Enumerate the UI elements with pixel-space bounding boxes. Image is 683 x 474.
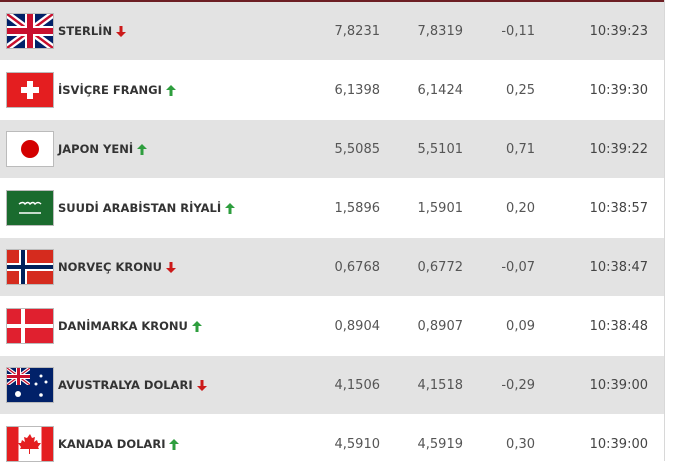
trend-arrow [169,438,180,450]
currency-row[interactable]: AVUSTRALYA DOLARI 4,1506 4,1518 -0,29 10:39… [0,356,664,415]
buy: 7,8231 [334,23,381,39]
currency-name: AVUSTRALYA DOLARI [58,378,193,392]
arrow-shape [165,84,176,96]
currency-row[interactable]: JAPON YENİ 5,5085 5,5101 0,71 10:39:22 [0,120,664,179]
side-border [664,0,665,461]
time: 10:39:22 [589,141,648,157]
flag [6,249,54,285]
arrow-shape [165,261,176,273]
sell: 0,8907 [417,318,464,334]
currency-name: KANADA DOLARI [58,437,166,451]
change: 0,25 [506,82,535,98]
time: 10:39:00 [589,436,648,452]
time: 10:39:00 [589,377,648,393]
currency-name: STERLİN [58,24,113,38]
currency-row[interactable]: SUUDİ ARABİSTAN RİYALİ 1,5896 1,5901 0,20 1… [0,179,664,238]
currency-table: STERLİN 7,8231 7,8319 -0,11 10:39:23 İSVİÇR… [0,2,664,474]
arrow-shape [116,25,127,37]
time: 10:39:30 [589,82,648,98]
arrow-shape [191,320,202,332]
arrow-shape [169,438,180,450]
trend-arrow [165,84,176,96]
currency-name: İSVİÇRE FRANGI [58,83,162,97]
change: -0,29 [501,377,535,393]
buy: 1,5896 [334,200,381,216]
sell: 0,6772 [417,259,464,275]
currency-name: NORVEÇ KRONU [58,260,162,274]
trend-arrow [165,261,176,273]
time: 10:38:57 [589,200,648,216]
change: -0,07 [501,259,535,275]
time: 10:39:23 [589,23,648,39]
sell: 4,5919 [417,436,464,452]
currency-name: DANİMARKA KRONU [58,319,188,333]
flag [6,190,54,226]
change: 0,09 [506,318,535,334]
arrow-shape [225,202,236,214]
change: 0,30 [506,436,535,452]
trend-arrow [116,25,127,37]
currency-row[interactable]: STERLİN 7,8231 7,8319 -0,11 10:39:23 [0,2,664,61]
trend-arrow [196,379,207,391]
currency-name: JAPON YENİ [58,142,134,156]
buy: 0,8904 [334,318,381,334]
flag [6,367,54,403]
buy: 5,5085 [334,141,381,157]
flag [6,131,54,167]
flag [6,426,54,462]
trend-arrow [137,143,148,155]
page: STERLİN 7,8231 7,8319 -0,11 10:39:23 İSVİÇR… [0,0,665,462]
buy: 0,6768 [334,259,381,275]
arrow-shape [196,379,207,391]
buy: 6,1398 [334,82,381,98]
time: 10:38:47 [589,259,648,275]
currency-row[interactable]: NORVEÇ KRONU 0,6768 0,6772 -0,07 10:38:47 [0,238,664,297]
currency-row[interactable]: İSVİÇRE FRANGI 6,1398 6,1424 0,25 10:39:30 [0,61,664,120]
sell: 5,5101 [417,141,464,157]
buy: 4,5910 [334,436,381,452]
arrow-shape [137,143,148,155]
trend-arrow [191,320,202,332]
sell: 6,1424 [417,82,464,98]
currency-row[interactable]: KANADA DOLARI 4,5910 4,5919 0,30 10:39:00 [0,415,664,474]
sell: 7,8319 [417,23,464,39]
change: 0,20 [506,200,535,216]
currency-row[interactable]: DANİMARKA KRONU 0,8904 0,8907 0,09 10:38:48 [0,297,664,356]
sell: 4,1518 [417,377,464,393]
flag [6,72,54,108]
time: 10:38:48 [589,318,648,334]
change: -0,11 [501,23,535,39]
sell: 1,5901 [417,200,464,216]
trend-arrow [225,202,236,214]
flag [6,13,54,49]
change: 0,71 [506,141,535,157]
buy: 4,1506 [334,377,381,393]
flag [6,308,54,344]
top-border [0,0,664,2]
currency-name: SUUDİ ARABİSTAN RİYALİ [58,201,222,215]
